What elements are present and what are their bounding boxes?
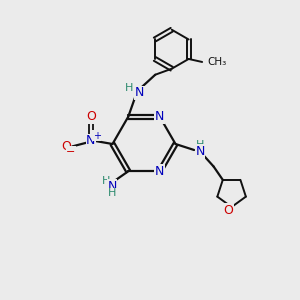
Text: CH₃: CH₃: [208, 57, 227, 67]
Text: H: H: [196, 140, 204, 150]
Text: O: O: [61, 140, 70, 154]
Text: N: N: [155, 165, 164, 178]
Text: O: O: [224, 204, 233, 217]
Text: N: N: [135, 86, 144, 99]
Text: N: N: [195, 145, 205, 158]
Text: N: N: [86, 134, 96, 148]
Text: N: N: [155, 110, 164, 123]
Text: +: +: [93, 130, 101, 141]
Text: O: O: [86, 110, 96, 124]
Text: N: N: [107, 180, 117, 193]
Text: −: −: [66, 147, 76, 157]
Text: H: H: [102, 176, 110, 186]
Text: H: H: [125, 82, 133, 93]
Text: H: H: [108, 188, 116, 198]
